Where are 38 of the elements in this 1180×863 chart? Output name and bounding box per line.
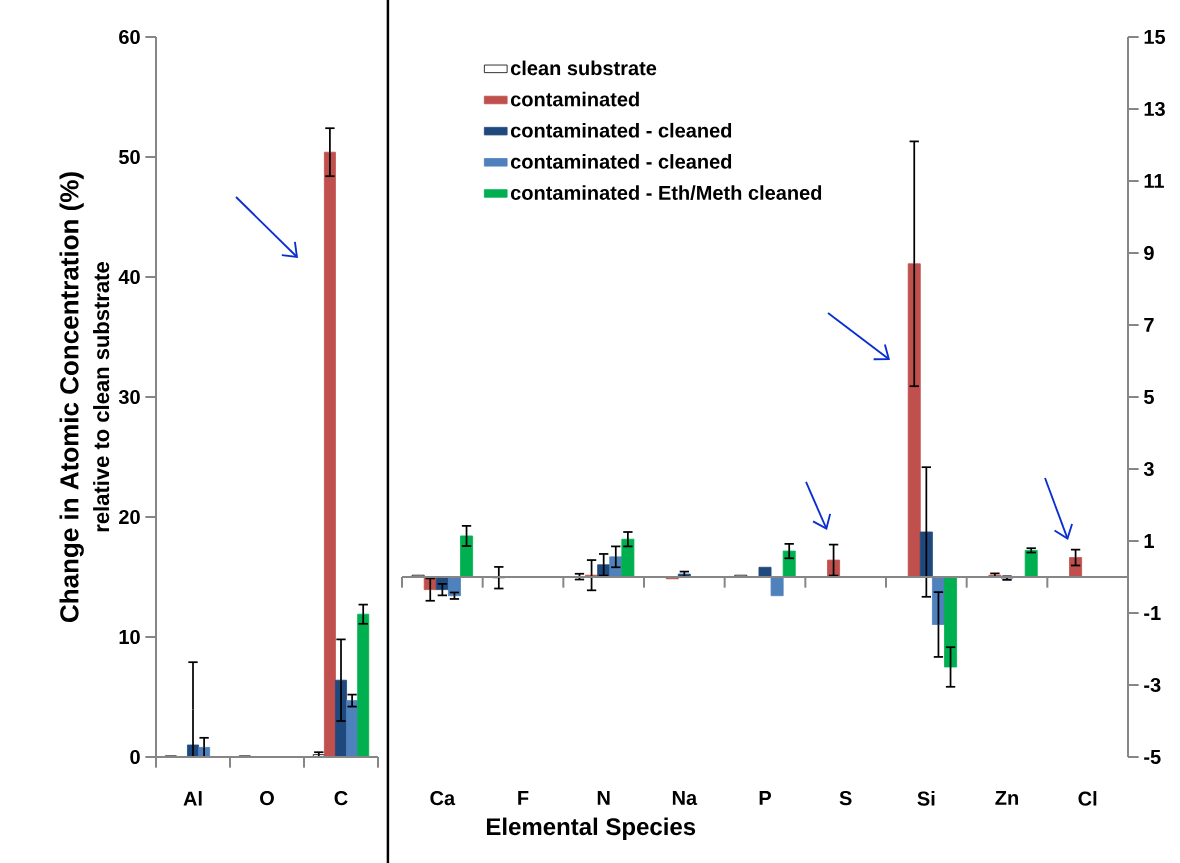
- x-axis-title: Elemental Species: [486, 817, 696, 840]
- y-tick-label: 9: [1144, 245, 1154, 261]
- y-tick-label: -5: [1144, 750, 1161, 764]
- x-tick-label: Ca: [430, 791, 456, 806]
- y-tick-label: 50: [118, 149, 140, 165]
- y-tick-label: 11: [1144, 174, 1164, 188]
- y-tick-label: 30: [118, 389, 140, 405]
- y-tick-label: 20: [119, 509, 140, 525]
- y-tick-label: 10: [119, 629, 140, 645]
- legend-label: contaminated - cleaned: [510, 122, 732, 138]
- y-tick-label: 7: [1144, 318, 1154, 332]
- y-tick-label: 3: [1143, 461, 1154, 477]
- x-tick-label: F: [518, 791, 529, 805]
- legend-label: clean substrate: [510, 60, 657, 76]
- x-tick-label: N: [597, 791, 610, 805]
- y-tick-label: 1: [1144, 534, 1154, 548]
- x-tick-label: P: [759, 791, 771, 805]
- x-tick-label: O: [260, 791, 274, 806]
- y-tick-label: 0: [130, 749, 140, 765]
- x-tick-label: S: [839, 791, 852, 806]
- y-tick-label: -3: [1144, 677, 1161, 693]
- x-tick-label: Cl: [1078, 791, 1097, 806]
- x-tick-label: C: [334, 791, 348, 806]
- text: relative to clean substrate: [93, 262, 110, 532]
- x-tick-label: Zn: [995, 791, 1018, 805]
- x-tick-label: Na: [672, 791, 698, 805]
- y-tick-label: -1: [1144, 606, 1161, 620]
- y-tick-label: 15: [1144, 30, 1166, 44]
- y-tick-label: 60: [119, 29, 140, 45]
- legend-label: contaminated - cleaned: [510, 154, 732, 169]
- y-tick-label: 5: [1144, 390, 1154, 404]
- y-tick-label: 40: [118, 269, 140, 285]
- x-tick-label: Al: [183, 791, 202, 806]
- x-tick-label: Si: [917, 791, 935, 806]
- legend-label: contaminated - Eth/Meth cleaned: [510, 185, 822, 201]
- y-tick-label: 13: [1144, 101, 1165, 117]
- legend-label: contaminated: [510, 91, 639, 107]
- y-axis-title: Change in Atomic Concentration (%): [59, 172, 84, 622]
